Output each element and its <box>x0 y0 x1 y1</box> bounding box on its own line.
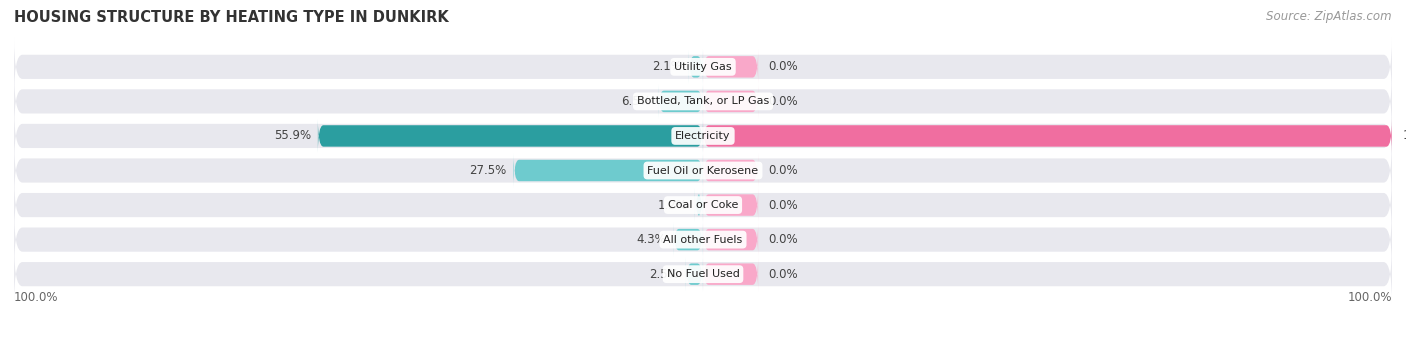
Text: All other Fuels: All other Fuels <box>664 235 742 244</box>
FancyBboxPatch shape <box>703 257 758 291</box>
FancyBboxPatch shape <box>703 153 758 188</box>
FancyBboxPatch shape <box>14 176 1392 234</box>
Text: Utility Gas: Utility Gas <box>675 62 731 72</box>
Text: 55.9%: 55.9% <box>274 130 311 143</box>
Text: 0.0%: 0.0% <box>769 95 799 108</box>
FancyBboxPatch shape <box>689 50 703 84</box>
FancyBboxPatch shape <box>703 188 758 222</box>
FancyBboxPatch shape <box>14 107 1392 165</box>
FancyBboxPatch shape <box>703 119 1392 153</box>
Text: 2.5%: 2.5% <box>650 268 679 281</box>
FancyBboxPatch shape <box>703 85 758 118</box>
FancyBboxPatch shape <box>703 50 758 84</box>
FancyBboxPatch shape <box>14 141 1392 200</box>
Text: 4.3%: 4.3% <box>637 233 666 246</box>
Text: 0.0%: 0.0% <box>769 164 799 177</box>
FancyBboxPatch shape <box>14 72 1392 131</box>
Text: HOUSING STRUCTURE BY HEATING TYPE IN DUNKIRK: HOUSING STRUCTURE BY HEATING TYPE IN DUN… <box>14 10 449 25</box>
Text: Coal or Coke: Coal or Coke <box>668 200 738 210</box>
FancyBboxPatch shape <box>14 245 1392 303</box>
FancyBboxPatch shape <box>513 153 703 188</box>
FancyBboxPatch shape <box>686 257 703 291</box>
Text: 100.0%: 100.0% <box>1402 130 1406 143</box>
Text: 100.0%: 100.0% <box>1347 291 1392 304</box>
Text: 0.0%: 0.0% <box>769 60 799 73</box>
Text: 27.5%: 27.5% <box>470 164 506 177</box>
Text: 0.0%: 0.0% <box>769 233 799 246</box>
Text: Source: ZipAtlas.com: Source: ZipAtlas.com <box>1267 10 1392 23</box>
Text: Bottled, Tank, or LP Gas: Bottled, Tank, or LP Gas <box>637 97 769 106</box>
Text: 100.0%: 100.0% <box>14 291 59 304</box>
Text: Electricity: Electricity <box>675 131 731 141</box>
Text: 6.5%: 6.5% <box>621 95 651 108</box>
Text: 0.0%: 0.0% <box>769 198 799 211</box>
FancyBboxPatch shape <box>658 85 703 118</box>
FancyBboxPatch shape <box>14 210 1392 269</box>
Text: 0.0%: 0.0% <box>769 268 799 281</box>
Text: Fuel Oil or Kerosene: Fuel Oil or Kerosene <box>647 165 759 176</box>
FancyBboxPatch shape <box>318 119 703 153</box>
FancyBboxPatch shape <box>703 223 758 256</box>
Text: No Fuel Used: No Fuel Used <box>666 269 740 279</box>
Text: 2.1%: 2.1% <box>652 60 682 73</box>
FancyBboxPatch shape <box>14 38 1392 96</box>
FancyBboxPatch shape <box>673 223 703 256</box>
Text: 1.2%: 1.2% <box>658 198 688 211</box>
FancyBboxPatch shape <box>695 188 703 222</box>
